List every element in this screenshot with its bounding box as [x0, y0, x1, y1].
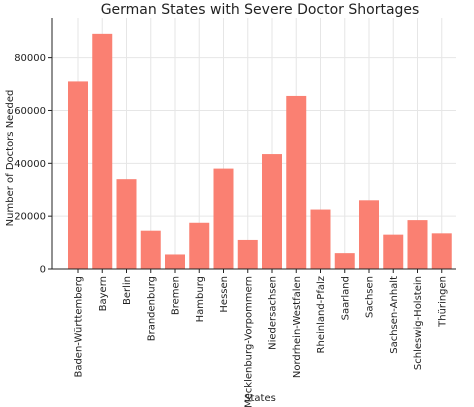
y-tick-label: 60000: [14, 106, 46, 117]
x-tick-label: Rheinland-Pfalz: [316, 276, 327, 353]
bar-layer: [68, 33, 452, 270]
bar-sachsen-anhalt: [383, 234, 404, 269]
y-tick-label: 20000: [14, 212, 46, 223]
x-tick-label: Berlin: [122, 276, 133, 305]
axis-layer: 0 20000 40000 60000 80000 Baden-Württemberg Ba…: [14, 18, 456, 407]
x-axis-title: States: [244, 393, 276, 404]
x-tick-label: Mecklenburg-Vorpommern: [243, 276, 254, 407]
grid-layer: [52, 18, 456, 270]
bar-sachsen: [359, 200, 379, 269]
bar-bremen: [165, 254, 185, 269]
x-tick-label: Thüringen: [437, 276, 448, 328]
bar-nordrhein-westfalen: [286, 95, 307, 269]
bar-hessen: [213, 168, 234, 269]
x-tick-label: Saarland: [340, 276, 351, 320]
bar-bayern: [92, 33, 113, 269]
bar-th-ringen: [431, 233, 452, 269]
bar-berlin: [116, 179, 137, 269]
y-tick-label: 40000: [14, 159, 46, 170]
bar-hamburg: [189, 222, 210, 269]
x-tick-label: Niedersachsen: [268, 276, 279, 350]
bar-saarland: [334, 253, 355, 269]
x-tick-label: Hessen: [219, 276, 230, 313]
bar-mecklenburg-vorpommern: [237, 239, 258, 269]
bar-schleswig-holstein: [407, 220, 428, 269]
y-tick-label: 0: [40, 265, 46, 276]
x-tick-label: Brandenburg: [146, 276, 157, 341]
x-tick-label: Hamburg: [195, 276, 206, 322]
x-tick-label: Schleswig-Holstein: [413, 276, 424, 370]
chart-title: German States with Severe Doctor Shortag…: [101, 2, 420, 18]
x-tick-label: Sachsen-Anhalt: [389, 276, 400, 354]
x-tick-label: Bremen: [171, 276, 182, 315]
bar-brandenburg: [140, 230, 161, 269]
bar-baden-w-rttemberg: [68, 81, 88, 270]
x-tick-label: Sachsen: [365, 276, 376, 318]
x-tick-label: Nordrhein-Westfalen: [292, 276, 303, 378]
bar-niedersachsen: [262, 154, 282, 269]
y-tick-label: 80000: [14, 53, 46, 64]
bar-rheinland-pfalz: [310, 209, 331, 269]
x-tick-label: Bayern: [98, 276, 109, 311]
y-axis-title: Number of Doctors Needed: [5, 90, 16, 227]
x-tick-label: Baden-Württemberg: [74, 276, 85, 378]
